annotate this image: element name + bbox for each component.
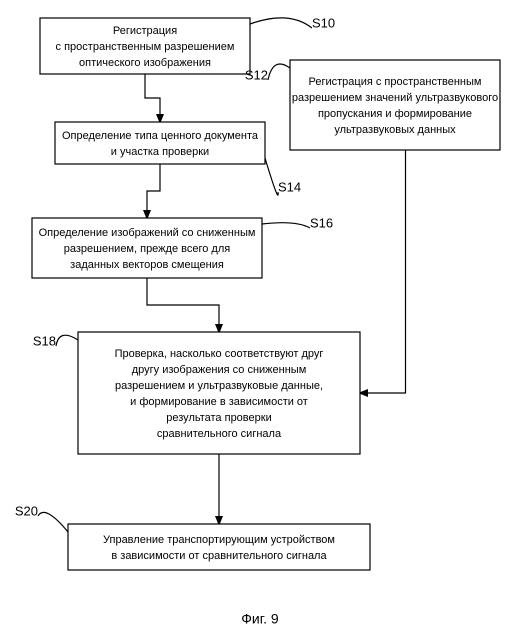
callout-s20: [38, 512, 68, 532]
callout-s12: [268, 64, 290, 80]
callout-s18: [56, 335, 78, 346]
edge-n12-n18: [360, 150, 406, 393]
edge-n14-n16: [147, 164, 160, 218]
flow-node-n20: [68, 524, 370, 570]
step-label-s12: S12: [245, 67, 268, 82]
figure-caption: Фиг. 9: [241, 611, 279, 627]
step-label-s16: S16: [310, 215, 333, 230]
step-label-s14: S14: [278, 179, 301, 194]
edge-n10-n14: [145, 74, 160, 122]
flow-node-n12: [290, 60, 500, 150]
step-label-s20: S20: [15, 503, 38, 518]
step-label-s18: S18: [33, 333, 56, 348]
step-label-s10: S10: [312, 15, 335, 30]
flow-node-text-n16: Определение изображений со сниженнымразр…: [39, 227, 256, 271]
callout-s14: [265, 158, 278, 195]
flowchart: Регистрацияс пространственным разрешение…: [0, 0, 520, 640]
callout-s16: [262, 223, 310, 228]
callout-s10: [250, 18, 312, 28]
edge-n16-n18: [147, 278, 219, 332]
